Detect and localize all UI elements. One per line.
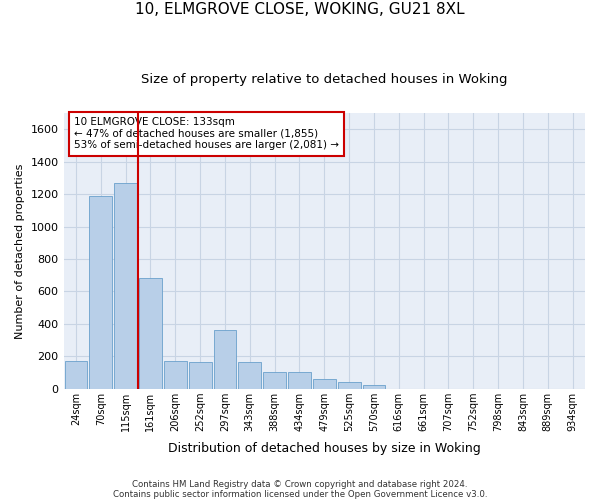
- Bar: [114, 183, 137, 388]
- Bar: [89, 196, 112, 388]
- Title: Size of property relative to detached houses in Woking: Size of property relative to detached ho…: [141, 72, 508, 86]
- Bar: [362, 386, 385, 388]
- Bar: [238, 362, 261, 388]
- Bar: [263, 372, 286, 388]
- Bar: [188, 362, 212, 388]
- Bar: [338, 382, 361, 388]
- Text: 10, ELMGROVE CLOSE, WOKING, GU21 8XL: 10, ELMGROVE CLOSE, WOKING, GU21 8XL: [135, 2, 465, 18]
- Bar: [288, 372, 311, 388]
- Text: 10 ELMGROVE CLOSE: 133sqm
← 47% of detached houses are smaller (1,855)
53% of se: 10 ELMGROVE CLOSE: 133sqm ← 47% of detac…: [74, 117, 339, 150]
- Bar: [313, 379, 335, 388]
- Y-axis label: Number of detached properties: Number of detached properties: [15, 163, 25, 338]
- X-axis label: Distribution of detached houses by size in Woking: Distribution of detached houses by size …: [168, 442, 481, 455]
- Bar: [139, 278, 162, 388]
- Bar: [65, 361, 88, 388]
- Bar: [164, 361, 187, 388]
- Text: Contains HM Land Registry data © Crown copyright and database right 2024.
Contai: Contains HM Land Registry data © Crown c…: [113, 480, 487, 499]
- Bar: [214, 330, 236, 388]
